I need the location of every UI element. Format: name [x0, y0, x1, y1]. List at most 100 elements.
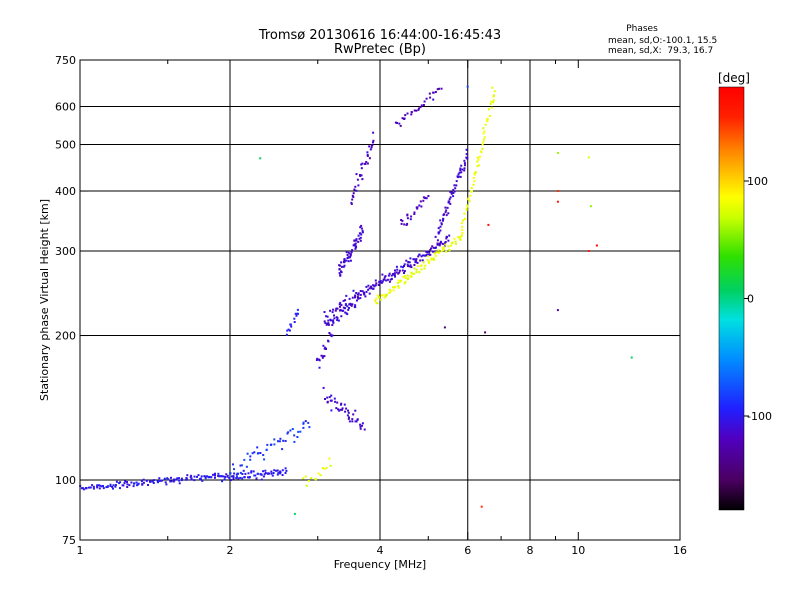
data-point [448, 249, 451, 252]
data-point [193, 479, 196, 482]
data-point [440, 250, 443, 253]
data-point [407, 261, 410, 263]
data-point [124, 480, 127, 483]
data-point [325, 315, 328, 318]
data-point [326, 401, 329, 404]
data-point [492, 95, 495, 98]
data-point [123, 482, 126, 485]
y-tick-label: 300 [55, 245, 76, 258]
data-point [348, 303, 351, 306]
data-point [114, 484, 117, 486]
data-point [483, 136, 486, 139]
data-point [338, 272, 341, 275]
data-point [273, 443, 276, 446]
data-point [356, 296, 359, 298]
data-point [428, 251, 431, 254]
data-point [285, 333, 288, 336]
data-point [459, 175, 462, 178]
data-point [404, 114, 407, 117]
data-point [272, 472, 275, 474]
data-point [331, 334, 334, 337]
scattered-point [487, 223, 490, 226]
data-point [401, 219, 404, 222]
data-point [222, 475, 225, 478]
data-point [379, 298, 382, 301]
data-point [221, 480, 224, 483]
data-point [360, 227, 363, 230]
data-point [336, 319, 339, 321]
data-point [331, 324, 334, 326]
data-point [185, 477, 188, 480]
data-point [82, 488, 85, 491]
data-point [359, 236, 362, 239]
data-point [304, 420, 307, 423]
data-point [329, 309, 332, 312]
data-point [200, 475, 203, 478]
data-point [406, 213, 409, 216]
data-point [427, 253, 430, 256]
x-tick-label: 6 [464, 544, 471, 557]
data-point [458, 237, 461, 240]
scattered-point [630, 356, 633, 359]
data-point [385, 279, 388, 282]
data-point [137, 482, 140, 485]
data-point [320, 354, 323, 357]
data-point [406, 274, 409, 277]
data-point [284, 440, 287, 442]
data-point [421, 254, 424, 257]
data-point [235, 477, 238, 480]
data-point [266, 443, 269, 446]
data-point [348, 416, 350, 419]
data-point [332, 320, 335, 323]
data-point [431, 258, 434, 261]
data-point [345, 312, 348, 315]
data-point [293, 317, 296, 320]
data-point [348, 307, 350, 309]
data-point [284, 467, 287, 470]
data-point [190, 478, 193, 481]
data-point [305, 484, 308, 487]
data-point [398, 269, 401, 272]
data-point [418, 253, 421, 256]
data-point [465, 153, 468, 156]
data-point [347, 409, 349, 412]
data-point [204, 475, 207, 478]
data-point [406, 222, 409, 225]
data-point [463, 162, 466, 165]
data-point [415, 109, 418, 112]
data-point [346, 414, 349, 417]
data-point [439, 240, 442, 243]
data-point [447, 212, 450, 215]
data-point [420, 265, 423, 267]
data-point [355, 420, 358, 423]
data-point [427, 260, 430, 263]
data-point [370, 146, 373, 149]
data-point [458, 171, 461, 174]
data-point [342, 265, 345, 268]
data-point [372, 131, 375, 134]
data-point [256, 446, 259, 449]
data-point [240, 464, 243, 467]
data-point [439, 225, 442, 228]
data-point [264, 469, 267, 472]
data-point [492, 101, 495, 104]
data-point [365, 285, 368, 288]
data-point [406, 217, 409, 220]
data-point [400, 222, 403, 225]
data-point [341, 407, 344, 410]
data-point [476, 156, 479, 159]
data-point [277, 440, 279, 443]
data-point [157, 480, 160, 482]
data-point [340, 261, 343, 264]
data-point [452, 188, 455, 191]
data-point [440, 223, 443, 226]
data-point [178, 477, 180, 480]
data-point [342, 306, 345, 309]
data-point [451, 241, 454, 244]
data-point [247, 472, 250, 475]
data-point [189, 476, 192, 479]
data-point [352, 413, 355, 416]
data-point [294, 312, 297, 315]
x-tick-label: 16 [673, 544, 687, 557]
data-point [273, 438, 276, 441]
